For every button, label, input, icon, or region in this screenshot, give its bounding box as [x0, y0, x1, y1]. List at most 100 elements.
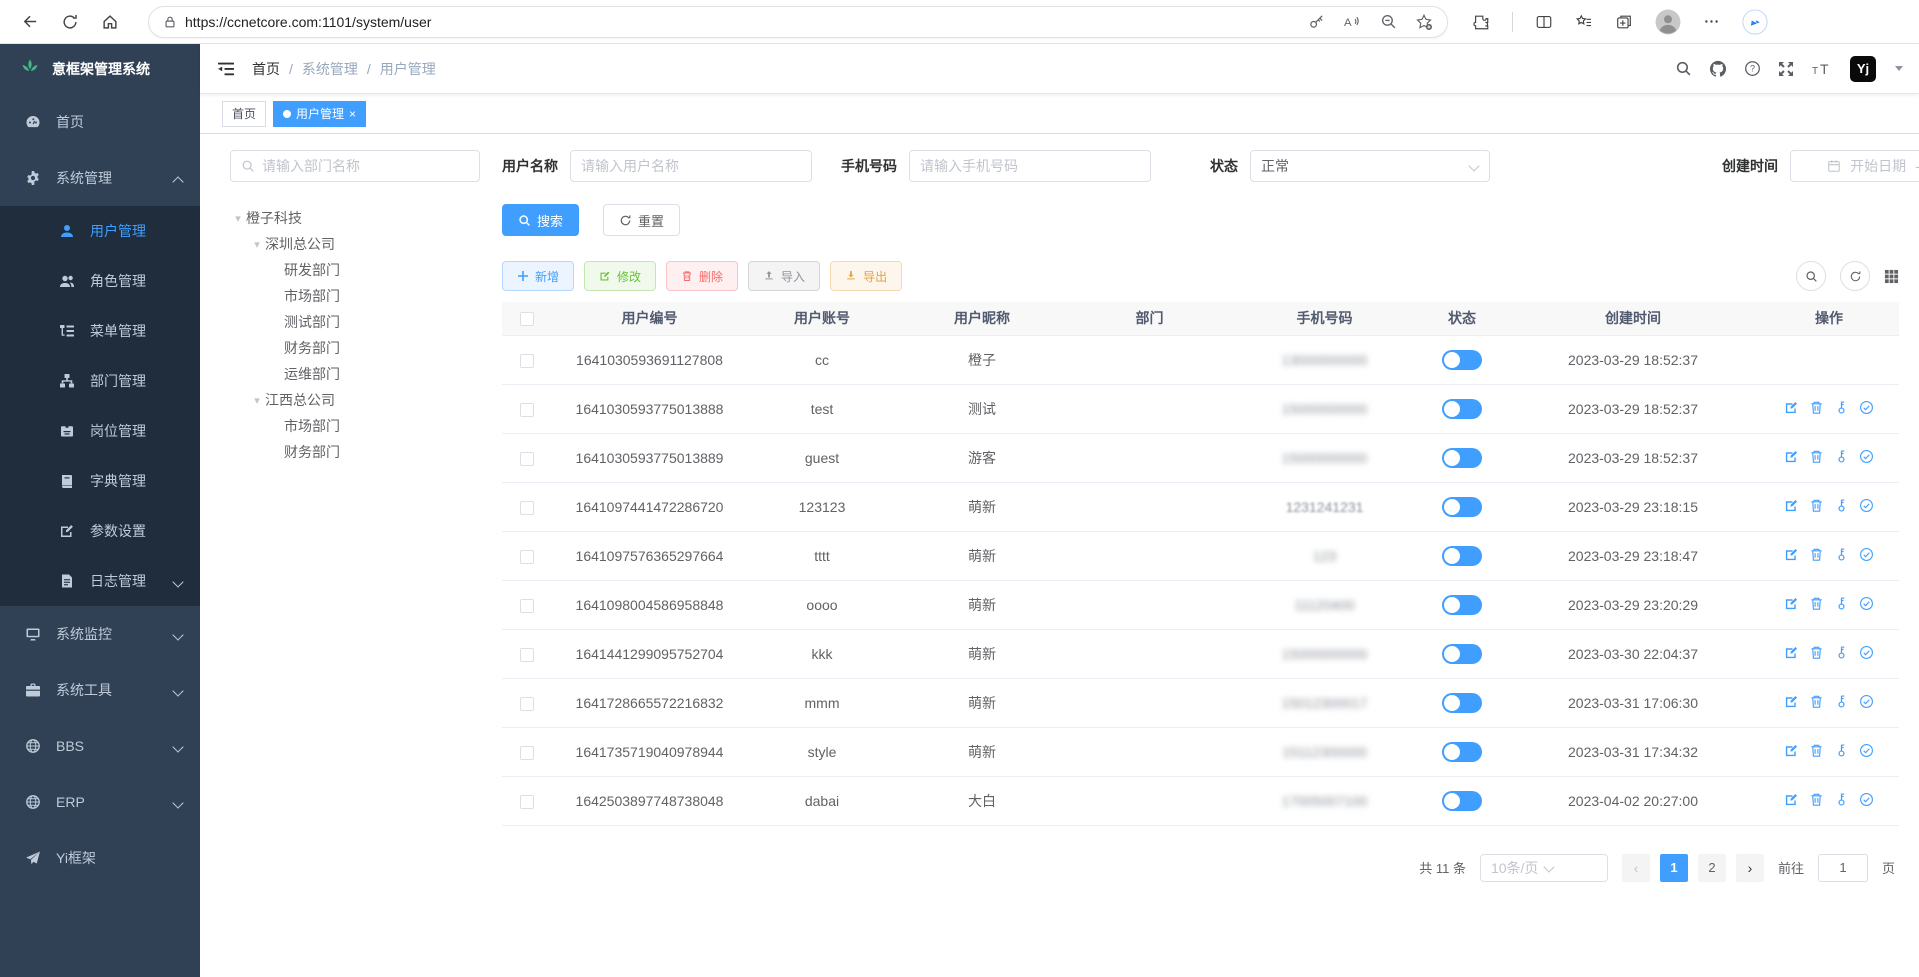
tree-node-橙子科技[interactable]: ▾ 橙子科技 [230, 205, 480, 231]
tree-expand-icon[interactable]: ▾ [254, 394, 260, 407]
tab-home[interactable]: 首页 [222, 100, 267, 127]
status-toggle[interactable] [1442, 496, 1482, 517]
sidebar-item-系统监控[interactable]: 系统监控 [0, 606, 200, 662]
menu-fold-icon[interactable] [216, 59, 236, 79]
reset-button[interactable]: 重置 [603, 204, 681, 236]
status-toggle[interactable] [1442, 398, 1482, 419]
row-checkbox[interactable] [520, 745, 534, 760]
edit-icon[interactable] [1784, 694, 1799, 709]
edit-icon[interactable] [1784, 645, 1799, 660]
page-size-select[interactable]: 10条/页 [1479, 853, 1608, 882]
tree-expand-icon[interactable]: ▾ [235, 212, 241, 225]
edit-icon[interactable] [1784, 792, 1799, 807]
status-toggle[interactable] [1442, 692, 1482, 713]
address-bar[interactable]: https://ccnetcore.com:1101/system/user A [148, 5, 1448, 38]
breadcrumb-home[interactable]: 首页 [252, 60, 280, 77]
favorites-icon[interactable] [1575, 13, 1593, 31]
status-toggle[interactable] [1442, 447, 1482, 468]
sidebar-item-用户管理[interactable]: 用户管理 [0, 206, 200, 256]
help-icon[interactable]: ? [1744, 60, 1761, 77]
column-settings-icon[interactable] [1884, 269, 1899, 284]
back-icon[interactable] [14, 6, 46, 38]
refresh-table-icon[interactable] [1840, 261, 1870, 291]
check-circle-icon[interactable] [1859, 449, 1874, 464]
edit-icon[interactable] [1784, 743, 1799, 758]
page-button-1[interactable]: 1 [1659, 853, 1688, 882]
breadcrumb-system[interactable]: 系统管理 [301, 60, 358, 77]
import-button[interactable]: 导入 [748, 261, 821, 291]
next-page-button[interactable]: › [1735, 853, 1764, 882]
key-icon[interactable] [1834, 498, 1849, 513]
edit-icon[interactable] [1784, 547, 1799, 562]
tree-node-财务部门[interactable]: 财务部门 [230, 439, 480, 465]
profile-avatar[interactable] [1655, 9, 1681, 35]
tree-expand-icon[interactable]: ▾ [254, 238, 260, 251]
status-toggle[interactable] [1442, 790, 1482, 811]
tree-node-江西总公司[interactable]: ▾ 江西总公司 [230, 387, 480, 413]
extensions-icon[interactable] [1472, 13, 1490, 31]
status-toggle[interactable] [1442, 349, 1482, 370]
row-checkbox[interactable] [520, 647, 534, 662]
edit-icon[interactable] [1784, 498, 1799, 513]
dept-search-input[interactable] [262, 158, 469, 174]
close-icon[interactable]: × [349, 106, 357, 121]
tree-node-运维部门[interactable]: 运维部门 [230, 361, 480, 387]
key-icon[interactable] [1834, 792, 1849, 807]
chevron-down-icon[interactable] [1895, 66, 1903, 71]
check-circle-icon[interactable] [1859, 547, 1874, 562]
status-toggle[interactable] [1442, 741, 1482, 762]
status-toggle[interactable] [1442, 594, 1482, 615]
delete-icon[interactable] [1809, 400, 1824, 415]
url-text[interactable]: https://ccnetcore.com:1101/system/user [185, 13, 432, 30]
search-icon[interactable] [1675, 60, 1692, 77]
search-button[interactable]: 搜索 [502, 204, 580, 236]
sidebar-item-系统管理[interactable]: 系统管理 [0, 150, 200, 206]
collections-icon[interactable] [1615, 13, 1633, 31]
sidebar-item-ERP[interactable]: ERP [0, 774, 200, 830]
edit-icon[interactable] [1784, 596, 1799, 611]
delete-icon[interactable] [1809, 792, 1824, 807]
phone-input[interactable] [920, 158, 1140, 174]
sidebar-item-Yi框架[interactable]: Yi框架 [0, 830, 200, 886]
export-button[interactable]: 导出 [830, 261, 903, 291]
check-circle-icon[interactable] [1859, 400, 1874, 415]
sidebar-item-字典管理[interactable]: 字典管理 [0, 456, 200, 506]
delete-icon[interactable] [1809, 547, 1824, 562]
check-circle-icon[interactable] [1859, 743, 1874, 758]
more-menu-icon[interactable] [1703, 13, 1720, 30]
tree-node-深圳总公司[interactable]: ▾ 深圳总公司 [230, 231, 480, 257]
row-checkbox[interactable] [520, 500, 534, 515]
user-avatar[interactable]: Yj [1850, 55, 1876, 82]
delete-icon[interactable] [1809, 645, 1824, 660]
sidebar-item-日志管理[interactable]: 日志管理 [0, 556, 200, 606]
fullscreen-icon[interactable] [1778, 61, 1794, 77]
split-screen-icon[interactable] [1535, 13, 1553, 31]
row-checkbox[interactable] [520, 549, 534, 564]
zoom-out-icon[interactable] [1380, 13, 1397, 30]
status-toggle[interactable] [1442, 643, 1482, 664]
key-icon[interactable] [1834, 449, 1849, 464]
edit-icon[interactable] [1784, 400, 1799, 415]
row-checkbox[interactable] [520, 353, 534, 368]
check-circle-icon[interactable] [1859, 498, 1874, 513]
sidebar-item-菜单管理[interactable]: 菜单管理 [0, 306, 200, 356]
key-icon[interactable] [1834, 400, 1849, 415]
check-circle-icon[interactable] [1859, 694, 1874, 709]
row-checkbox[interactable] [520, 451, 534, 466]
tree-node-测试部门[interactable]: 测试部门 [230, 309, 480, 335]
delete-icon[interactable] [1809, 743, 1824, 758]
status-select[interactable]: 正常 [1250, 150, 1490, 182]
delete-icon[interactable] [1809, 596, 1824, 611]
prev-page-button[interactable]: ‹ [1621, 853, 1650, 882]
row-checkbox[interactable] [520, 794, 534, 809]
tree-node-研发部门[interactable]: 研发部门 [230, 257, 480, 283]
page-button-2[interactable]: 2 [1697, 853, 1726, 882]
sidebar-item-部门管理[interactable]: 部门管理 [0, 356, 200, 406]
status-toggle[interactable] [1442, 545, 1482, 566]
check-circle-icon[interactable] [1859, 596, 1874, 611]
tree-node-市场部门[interactable]: 市场部门 [230, 413, 480, 439]
sidebar-item-岗位管理[interactable]: 岗位管理 [0, 406, 200, 456]
row-checkbox[interactable] [520, 598, 534, 613]
tree-node-市场部门[interactable]: 市场部门 [230, 283, 480, 309]
